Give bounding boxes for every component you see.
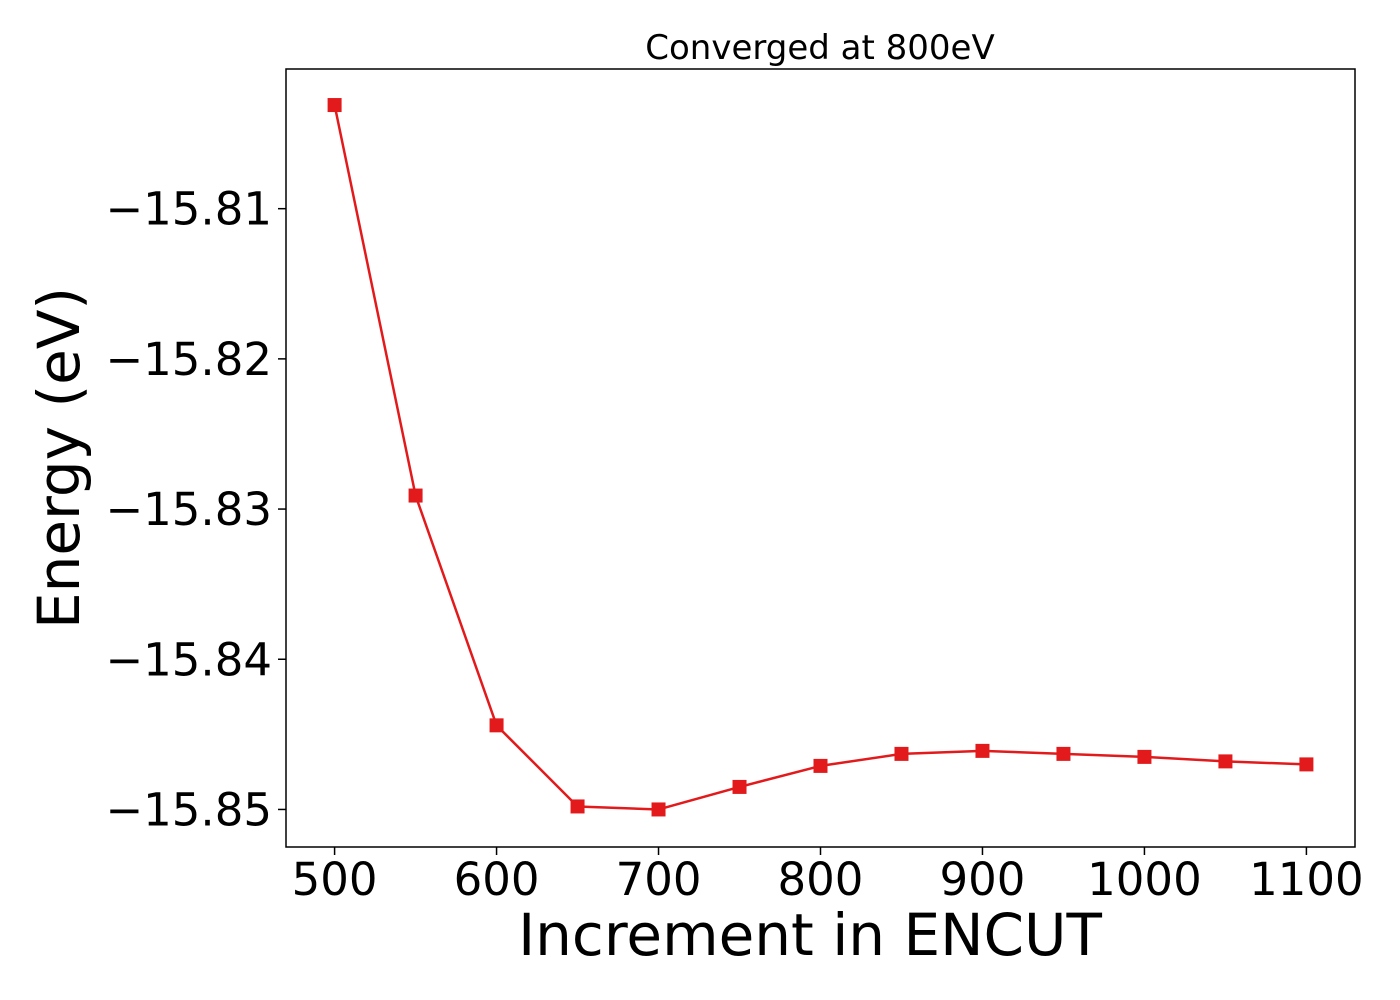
data-point-marker: [1137, 749, 1152, 764]
chart-title: Converged at 800eV: [645, 28, 994, 68]
data-point-marker: [1056, 746, 1071, 761]
data-point-marker: [408, 488, 423, 503]
x-axis: 500 600 700 800 900 1000 1100: [292, 847, 1364, 906]
y-tick-label: −15.82: [105, 333, 272, 386]
data-point-marker: [894, 746, 909, 761]
x-tick-label: 600: [454, 853, 540, 906]
y-tick-label: −15.81: [105, 183, 272, 236]
data-point-marker: [1299, 757, 1314, 772]
data-point-marker: [489, 718, 504, 733]
y-axis-label: Energy (eV): [25, 287, 93, 629]
x-tick-label: 900: [940, 853, 1026, 906]
x-tick-label: 1100: [1249, 853, 1364, 906]
data-point-marker: [732, 779, 747, 794]
x-tick-label: 1000: [1087, 853, 1202, 906]
plot-area: [327, 98, 1314, 817]
data-point-marker: [1218, 754, 1233, 769]
y-tick-label: −15.83: [105, 483, 272, 536]
data-point-marker: [813, 758, 828, 773]
data-point-marker: [570, 799, 585, 814]
y-tick-label: −15.85: [105, 783, 272, 836]
data-point-marker: [975, 743, 990, 758]
x-tick-label: 500: [292, 853, 378, 906]
y-tick-label: −15.84: [105, 633, 272, 686]
x-tick-label: 800: [778, 853, 864, 906]
x-axis-label: Increment in ENCUT: [518, 901, 1102, 969]
x-tick-label: 700: [616, 853, 702, 906]
data-point-marker: [651, 802, 666, 817]
y-axis: −15.81 −15.82 −15.83 −15.84 −15.85: [105, 183, 286, 836]
data-point-marker: [327, 98, 342, 113]
